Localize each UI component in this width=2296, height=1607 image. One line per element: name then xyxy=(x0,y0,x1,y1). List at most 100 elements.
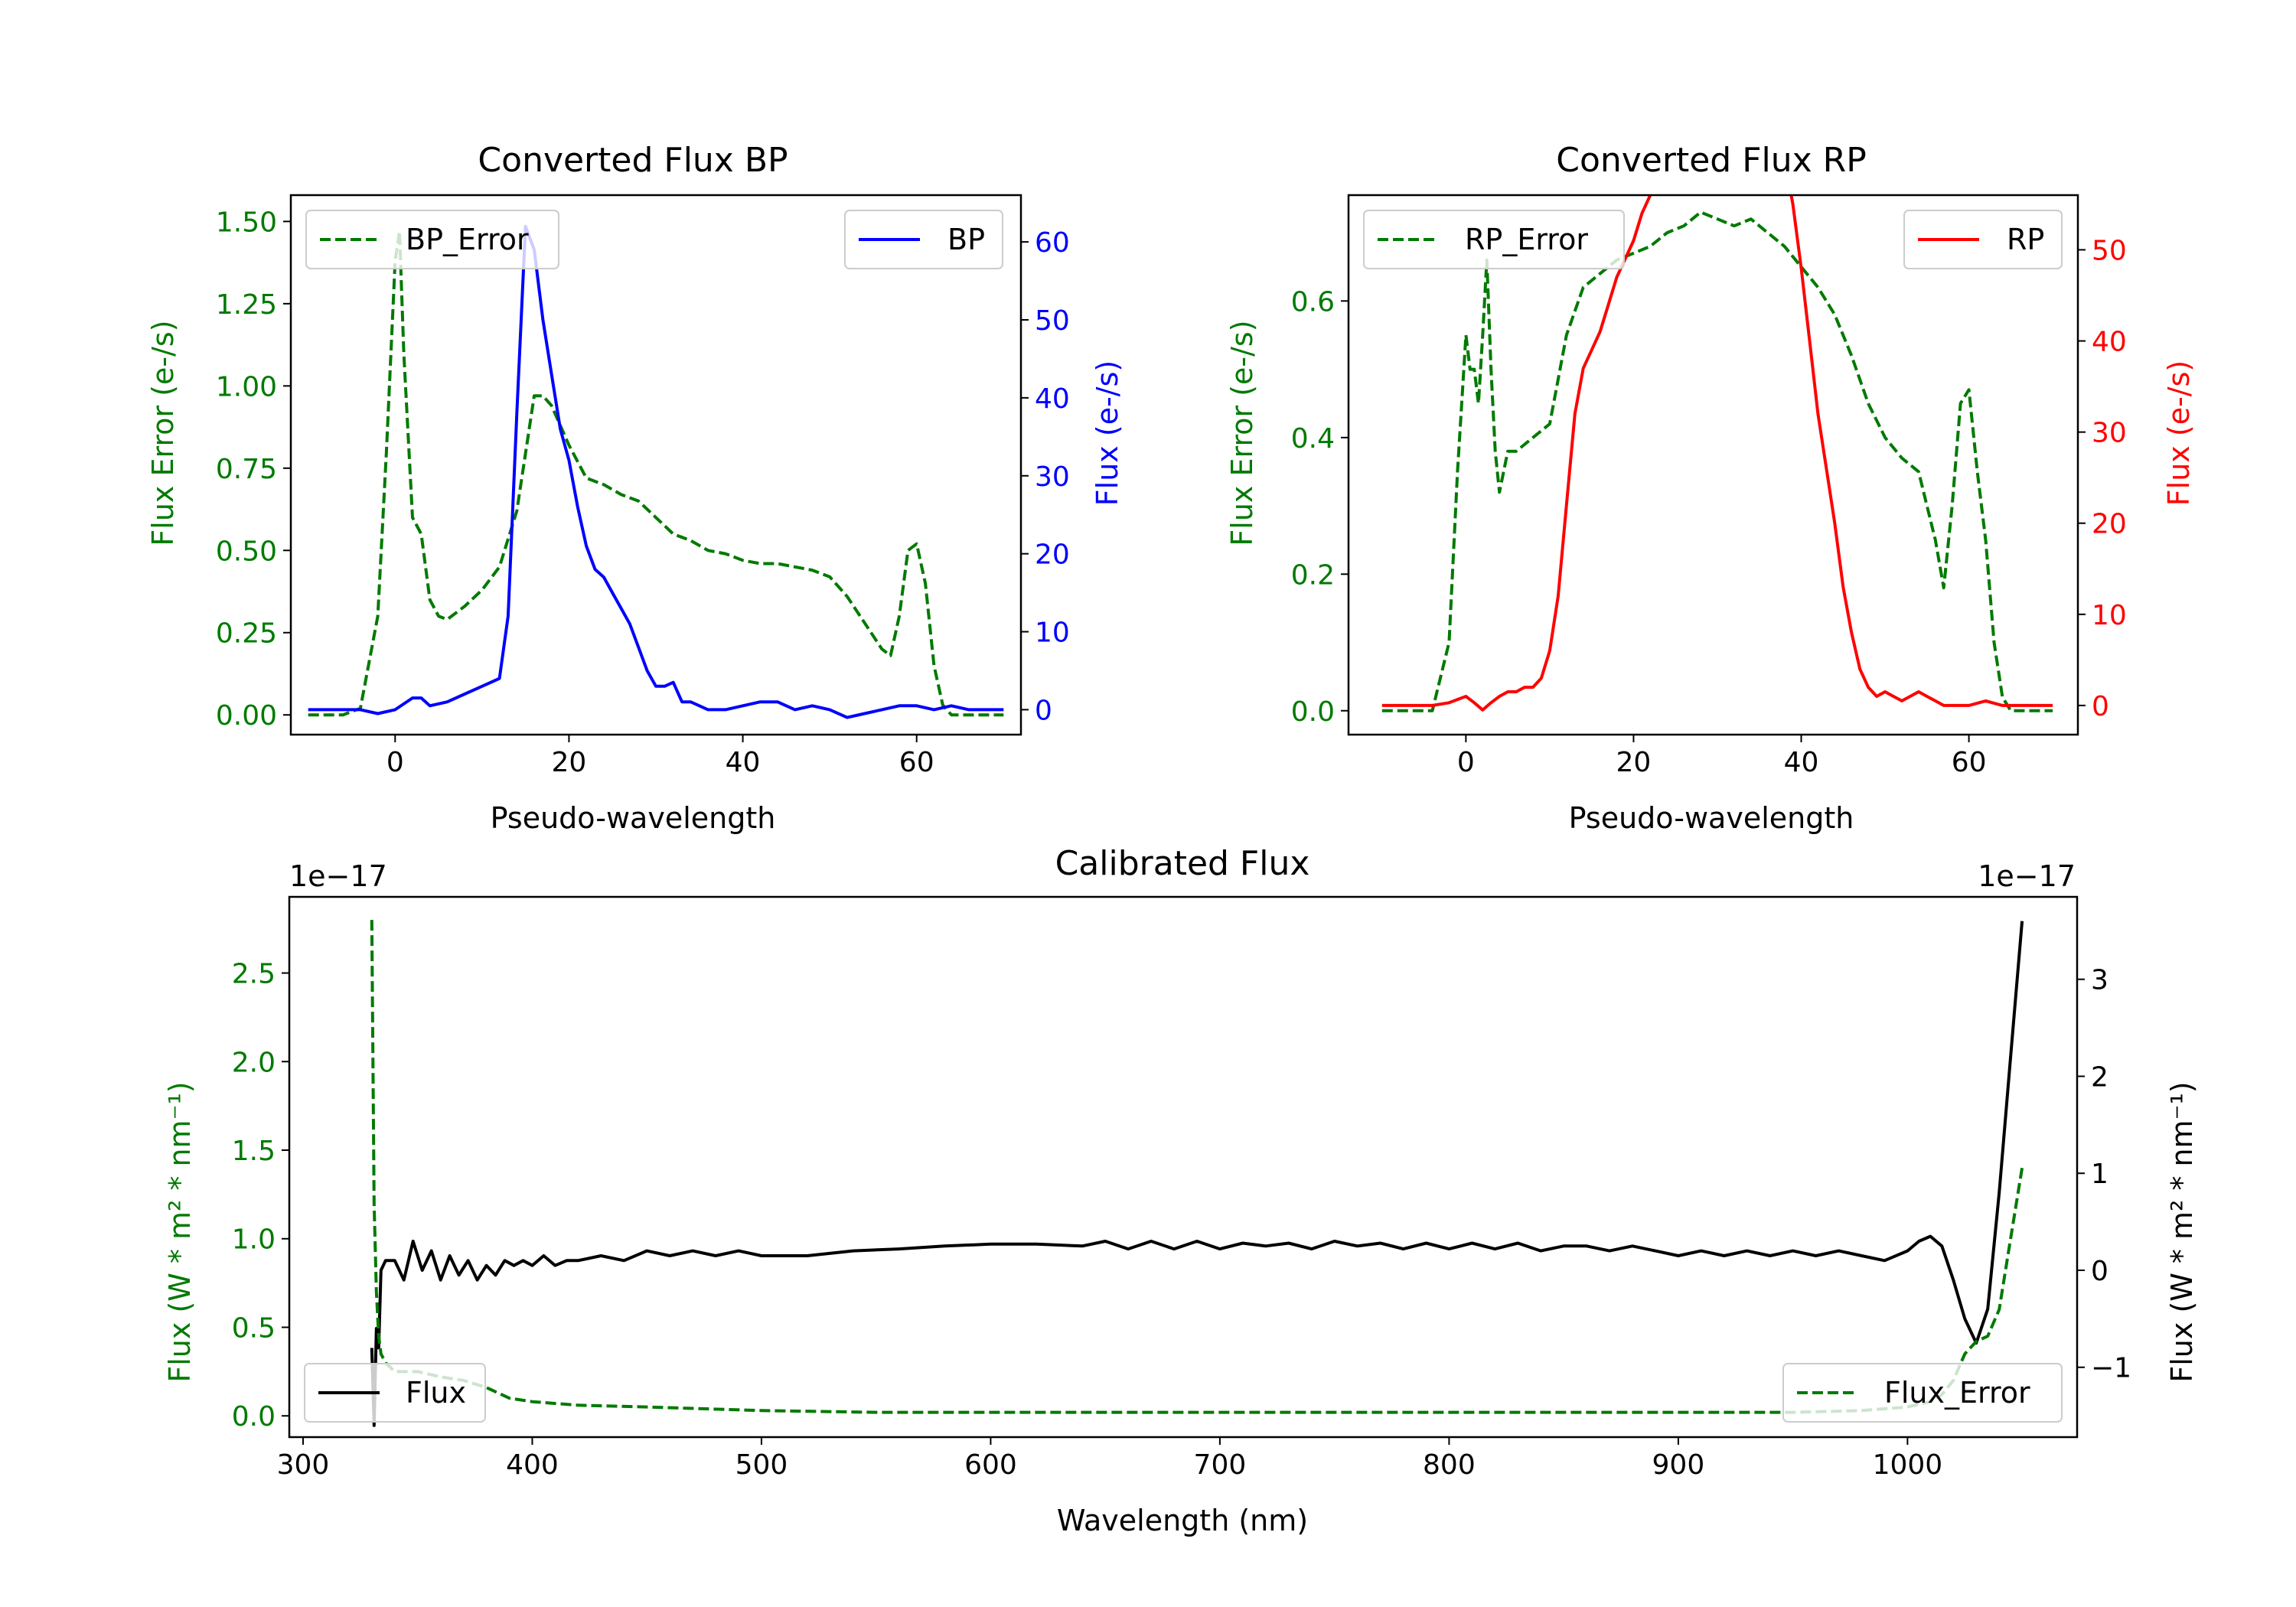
rp-legend-flux: RP xyxy=(1903,210,2063,269)
rp-tick-layer: 0 20 40 60 0.0 0.2 0.4 0.6 0 10 20 30 40 50 xyxy=(1291,235,2127,778)
bp-ytick-left-label: 1.00 xyxy=(216,371,277,403)
rp-series-rp-error xyxy=(1381,210,2053,712)
bp-legend-flux-label: BP xyxy=(947,223,985,256)
bp-legend-error-label: BP_Error xyxy=(406,223,529,256)
bp-legend-error-box xyxy=(305,210,559,269)
calibrated-xtick-label: 900 xyxy=(1652,1449,1705,1481)
bp-ytick-right-label: 0 xyxy=(1035,695,1052,726)
calibrated-xtick-label: 1000 xyxy=(1873,1449,1943,1481)
rp-ytick-right-label: 50 xyxy=(2092,235,2127,266)
calibrated-ytick-left-label: 1.0 xyxy=(232,1224,276,1256)
bp-legend-error: BP_Error xyxy=(305,210,559,269)
bp-ytick-left-label: 0.50 xyxy=(216,536,277,567)
bp-title: Converted Flux BP xyxy=(478,141,788,180)
rp-ytick-left-label: 0.6 xyxy=(1291,286,1335,318)
calibrated-legend-flux-box xyxy=(304,1363,486,1423)
rp-ytick-left-label: 0.2 xyxy=(1291,559,1335,591)
calibrated-legend-flux-label: Flux xyxy=(406,1376,466,1410)
calibrated-offset-left: 1e−17 xyxy=(289,859,387,893)
rp-title: Converted Flux RP xyxy=(1556,141,1867,180)
rp-ytick-right-label: 20 xyxy=(2092,509,2127,540)
rp-legend-error-box xyxy=(1363,210,1625,269)
rp-ytick-right-label: 10 xyxy=(2092,600,2127,631)
bp-xtick-label: 0 xyxy=(386,747,404,778)
bp-ytick-left-label: 1.25 xyxy=(216,289,277,321)
rp-xlabel: Pseudo-wavelength xyxy=(1569,801,1854,835)
bp-series-layer xyxy=(308,224,1004,719)
bp-legend-flux-box xyxy=(844,210,1003,269)
rp-legend-flux-label: RP xyxy=(2007,223,2044,256)
bp-ytick-right-label: 10 xyxy=(1035,618,1070,649)
calibrated-ytick-left-label: 1.5 xyxy=(232,1136,276,1167)
calibrated-series-flux xyxy=(370,921,2024,1427)
calibrated-ylabel-right: Flux (W * m² * nm⁻¹) xyxy=(2165,1081,2199,1382)
calibrated-ytick-left-label: 0.0 xyxy=(232,1401,276,1433)
bp-xtick-label: 60 xyxy=(899,747,934,778)
panel-rp: Converted Flux RP Pseudo-wavelength Flux… xyxy=(1225,141,2196,835)
calibrated-legend-error: Flux_Error xyxy=(1782,1363,2063,1423)
calibrated-legend-error-label: Flux_Error xyxy=(1884,1376,2030,1410)
rp-xtick-label: 20 xyxy=(1616,747,1652,778)
bp-xlabel: Pseudo-wavelength xyxy=(491,801,776,835)
bp-ytick-right-label: 60 xyxy=(1035,227,1070,259)
calibrated-title: Calibrated Flux xyxy=(1055,844,1310,883)
rp-ytick-right-label: 30 xyxy=(2092,418,2127,449)
rp-frame xyxy=(1347,194,2079,736)
rp-legend-flux-box xyxy=(1903,210,2063,269)
bp-ylabel-right: Flux (e-/s) xyxy=(1091,360,1124,506)
calibrated-xtick-label: 500 xyxy=(735,1449,788,1481)
calibrated-series-flux-error xyxy=(370,920,2024,1414)
calibrated-xtick-label: 600 xyxy=(964,1449,1017,1481)
bp-ytick-left-label: 1.50 xyxy=(216,207,277,238)
bp-ytick-right-label: 20 xyxy=(1035,539,1070,571)
bp-xtick-label: 40 xyxy=(726,747,761,778)
rp-series-rp xyxy=(1381,195,2053,712)
bp-series-bp xyxy=(308,224,1004,719)
rp-xtick-label: 0 xyxy=(1457,747,1475,778)
rp-legend-error-label: RP_Error xyxy=(1465,223,1588,256)
bp-ytick-right-label: 30 xyxy=(1035,461,1070,493)
calibrated-ytick-right-label: 1 xyxy=(2091,1159,2108,1190)
bp-xtick-label: 20 xyxy=(552,747,587,778)
bp-ytick-right-label: 40 xyxy=(1035,383,1070,415)
rp-ylabel-left: Flux Error (e-/s) xyxy=(1225,320,1259,546)
calibrated-ytick-right-label: 3 xyxy=(2091,965,2108,996)
calibrated-xtick-label: 800 xyxy=(1423,1449,1476,1481)
calibrated-ytick-left-label: 2.5 xyxy=(232,959,276,990)
bp-frame xyxy=(289,194,1022,736)
rp-legend-error: RP_Error xyxy=(1363,210,1625,269)
rp-ylabel-right: Flux (e-/s) xyxy=(2162,360,2196,506)
calibrated-xlabel: Wavelength (nm) xyxy=(1057,1504,1308,1537)
bp-legend-flux: BP xyxy=(844,210,1003,269)
rp-xtick-label: 40 xyxy=(1784,747,1819,778)
calibrated-ytick-left-label: 2.0 xyxy=(232,1047,276,1078)
calibrated-frame xyxy=(288,895,2079,1439)
rp-xtick-label: 60 xyxy=(1952,747,1987,778)
calibrated-ytick-right-label: 0 xyxy=(2091,1256,2108,1287)
bp-tick-layer: 0 20 40 60 0.00 0.25 0.50 0.75 1.00 1.25 1.50 0 10 20… xyxy=(216,207,1070,778)
calibrated-ytick-right-label: 2 xyxy=(2091,1061,2108,1093)
calibrated-offset-right: 1e−17 xyxy=(1978,859,2076,893)
calibrated-xtick-label: 400 xyxy=(506,1449,559,1481)
rp-ytick-left-label: 0.4 xyxy=(1291,423,1335,455)
calibrated-xtick-label: 700 xyxy=(1194,1449,1247,1481)
panel-calibrated: Calibrated Flux 1e−17 1e−17 Wavelength (… xyxy=(163,844,2199,1537)
calibrated-ytick-left-label: 0.5 xyxy=(232,1312,276,1344)
bp-ytick-left-label: 0.00 xyxy=(216,700,277,732)
calibrated-series-layer xyxy=(370,920,2024,1427)
panel-bp: Converted Flux BP Pseudo-wavelength Flux… xyxy=(146,141,1124,835)
calibrated-legend-error-box xyxy=(1782,1363,2063,1423)
bp-ytick-right-label: 50 xyxy=(1035,305,1070,337)
bp-ytick-left-label: 0.25 xyxy=(216,618,277,650)
calibrated-tick-layer: 300 400 500 600 700 800 900 1000 0.0 0.5 1.0 1.5 2.0… xyxy=(232,959,2131,1481)
bp-ylabel-left: Flux Error (e-/s) xyxy=(146,320,180,546)
rp-ytick-right-label: 0 xyxy=(2092,691,2109,722)
rp-series-layer xyxy=(1381,195,2053,712)
calibrated-legend-flux: Flux xyxy=(304,1363,486,1423)
rp-ytick-left-label: 0.0 xyxy=(1291,696,1335,728)
calibrated-ylabel-left: Flux (W * m² * nm⁻¹) xyxy=(163,1081,197,1382)
bp-ytick-left-label: 0.75 xyxy=(216,454,277,485)
calibrated-ytick-right-label: −1 xyxy=(2091,1353,2131,1384)
rp-ytick-right-label: 40 xyxy=(2092,327,2127,358)
